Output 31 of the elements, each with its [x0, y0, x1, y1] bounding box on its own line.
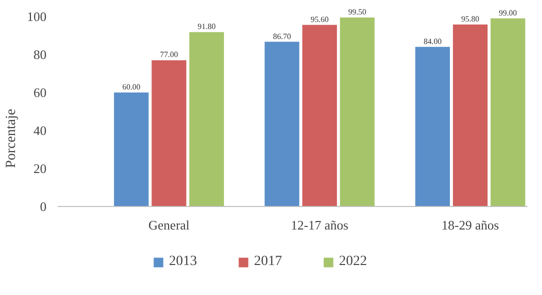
bar	[490, 18, 526, 206]
data-label: 86.70	[272, 32, 291, 41]
bar	[152, 60, 186, 206]
bar	[114, 92, 149, 206]
bar	[340, 17, 375, 206]
data-label: 77.00	[160, 50, 178, 60]
legend-label: 2022	[339, 254, 367, 270]
bar	[302, 24, 337, 206]
data-label: 95.80	[461, 14, 480, 24]
bar	[415, 46, 450, 206]
legend-label: 2017	[254, 254, 282, 270]
y-tick-label: 80	[34, 47, 46, 62]
x-tick-label: 12-17 años	[290, 218, 348, 232]
x-tick-label: General	[148, 218, 190, 232]
y-tick-label: 20	[34, 161, 46, 176]
data-label: 91.80	[198, 22, 216, 32]
legend-label: 2013	[169, 254, 197, 270]
y-tick-label: 100	[27, 9, 46, 24]
data-label: 99.50	[348, 7, 366, 16]
y-tick-label: 60	[34, 85, 46, 100]
y-tick-label: 40	[34, 123, 46, 138]
data-label: 99.00	[498, 8, 517, 18]
data-label: 95.60	[310, 14, 329, 24]
bar	[189, 32, 224, 206]
data-label: 60.00	[122, 82, 140, 92]
data-label: 84.00	[424, 36, 442, 46]
y-tick-label: 0	[40, 199, 46, 214]
bar	[452, 24, 488, 206]
x-tick-label: 18-29 años	[442, 218, 499, 232]
y-axis-title: Porcentaje	[4, 108, 19, 168]
bar	[264, 42, 300, 206]
